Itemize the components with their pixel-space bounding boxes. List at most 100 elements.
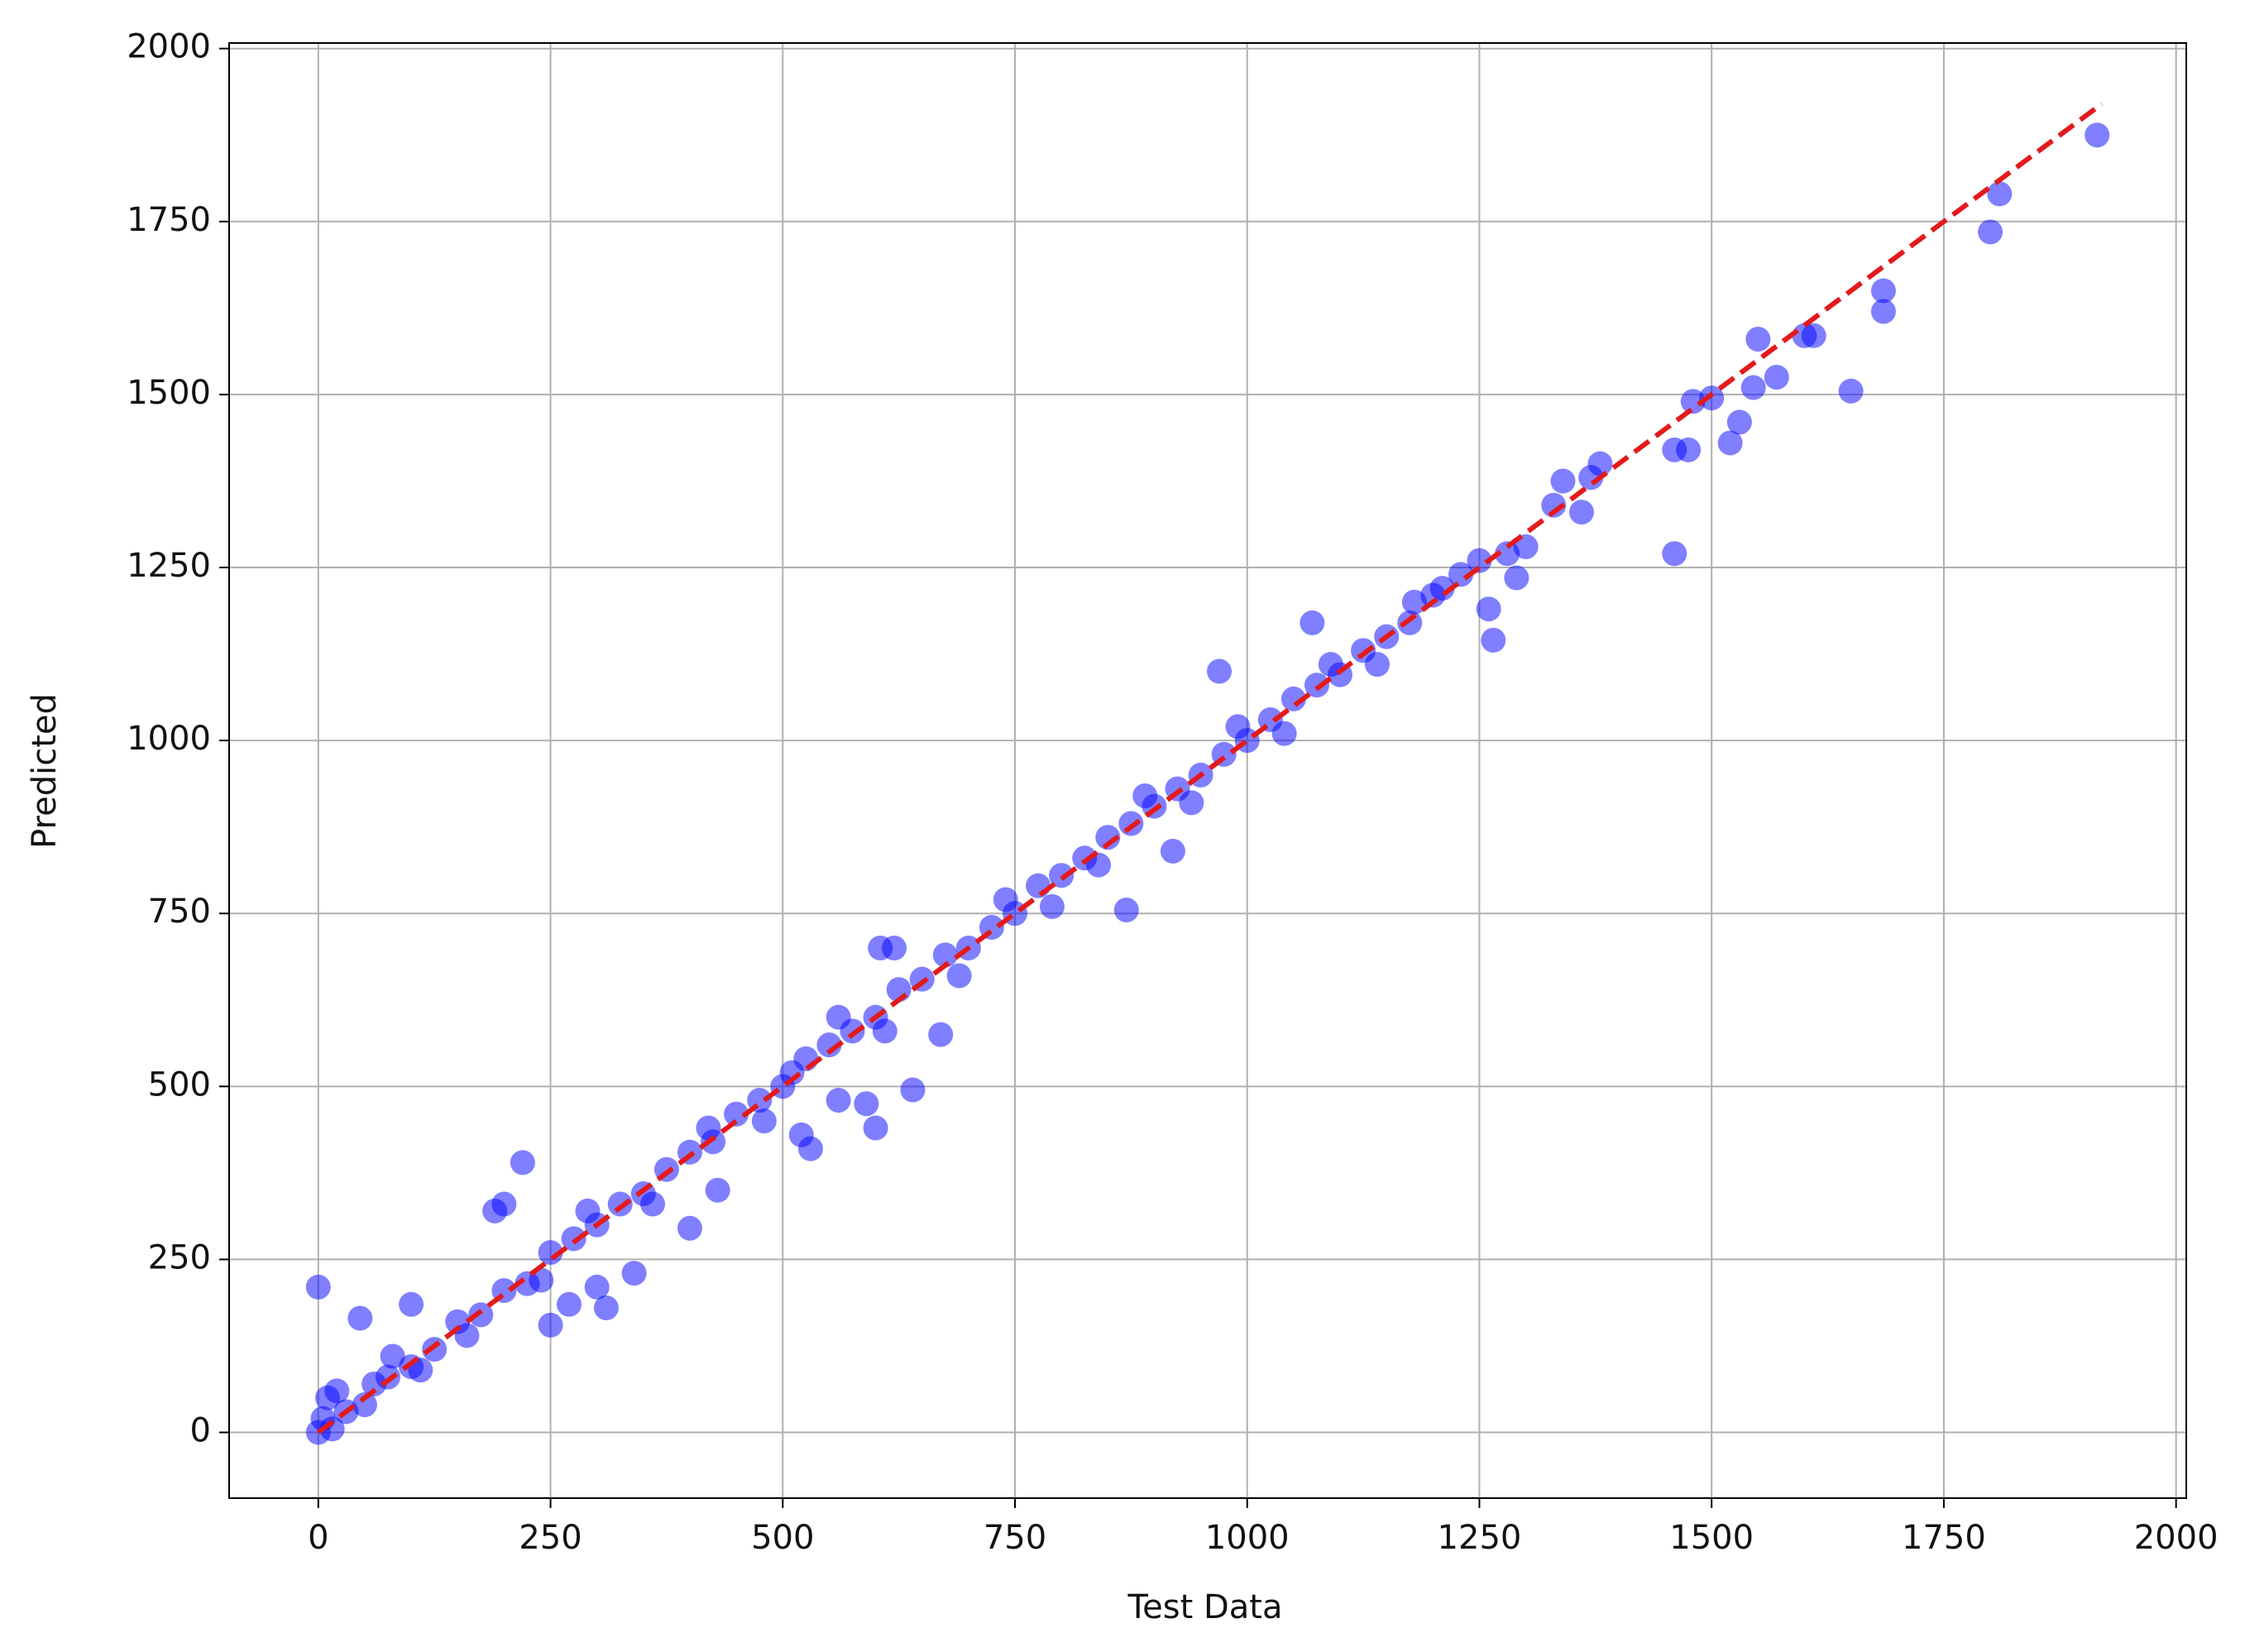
point bbox=[1049, 863, 1075, 888]
point bbox=[1095, 825, 1121, 850]
point bbox=[1541, 492, 1567, 518]
point bbox=[826, 1088, 851, 1113]
point bbox=[538, 1312, 563, 1338]
y-tick-label: 1750 bbox=[127, 201, 211, 239]
point bbox=[422, 1337, 448, 1362]
x-tick-label: 0 bbox=[308, 1519, 328, 1557]
y-tick-label: 250 bbox=[148, 1238, 211, 1276]
x-axis-label: Test Data bbox=[1127, 1588, 1283, 1626]
point bbox=[932, 942, 958, 968]
point bbox=[347, 1305, 373, 1331]
point bbox=[1429, 576, 1455, 601]
y-tick-label: 500 bbox=[148, 1065, 211, 1104]
point bbox=[1300, 610, 1325, 635]
point bbox=[1801, 323, 1826, 348]
x-tick-label: 2000 bbox=[2134, 1519, 2219, 1557]
point bbox=[1364, 652, 1390, 678]
point bbox=[621, 1261, 647, 1286]
point bbox=[352, 1392, 377, 1418]
point bbox=[1717, 430, 1743, 456]
point bbox=[1179, 790, 1204, 816]
point bbox=[1132, 783, 1158, 809]
y-tick-label: 750 bbox=[148, 893, 211, 931]
point bbox=[1225, 714, 1251, 740]
point bbox=[1207, 658, 1233, 684]
point bbox=[561, 1226, 586, 1252]
point bbox=[510, 1150, 535, 1176]
point bbox=[993, 887, 1018, 912]
point bbox=[751, 1109, 777, 1134]
point bbox=[1160, 838, 1185, 864]
point bbox=[380, 1343, 405, 1369]
point bbox=[1271, 721, 1297, 746]
point bbox=[705, 1177, 730, 1203]
point bbox=[1870, 299, 1896, 324]
point bbox=[575, 1198, 601, 1223]
point bbox=[1764, 364, 1789, 390]
point bbox=[1495, 541, 1520, 567]
point bbox=[1039, 893, 1065, 919]
point bbox=[900, 1077, 926, 1103]
x-tick-label: 250 bbox=[519, 1519, 582, 1557]
point bbox=[928, 1022, 954, 1047]
y-tick-label: 2000 bbox=[127, 28, 211, 66]
point bbox=[1448, 562, 1473, 587]
point bbox=[1978, 219, 2003, 245]
point bbox=[854, 1091, 879, 1117]
point bbox=[1838, 378, 1864, 404]
point bbox=[826, 1004, 851, 1030]
point bbox=[1740, 375, 1766, 400]
point bbox=[640, 1191, 666, 1217]
point bbox=[1662, 541, 1687, 567]
point bbox=[593, 1295, 619, 1320]
point bbox=[1987, 181, 2013, 207]
point bbox=[1304, 673, 1329, 698]
point bbox=[872, 1018, 898, 1044]
y-tick-label: 0 bbox=[190, 1412, 211, 1450]
y-tick-label: 1500 bbox=[127, 374, 211, 412]
point bbox=[1476, 596, 1501, 622]
point bbox=[1745, 326, 1771, 352]
point bbox=[1481, 627, 1506, 653]
x-tick-label: 750 bbox=[984, 1519, 1046, 1557]
point bbox=[1587, 451, 1613, 476]
point bbox=[2085, 122, 2110, 148]
point bbox=[491, 1191, 517, 1217]
point bbox=[816, 1032, 842, 1058]
plot-frame bbox=[228, 42, 2187, 1499]
point bbox=[607, 1191, 633, 1217]
point bbox=[797, 1136, 823, 1161]
point bbox=[1870, 278, 1896, 304]
point bbox=[324, 1378, 350, 1404]
x-tick-label: 1250 bbox=[1438, 1519, 1522, 1557]
point bbox=[584, 1274, 610, 1300]
point bbox=[1280, 686, 1306, 711]
y-tick-label: 1000 bbox=[127, 720, 211, 758]
x-tick-label: 1750 bbox=[1902, 1519, 1986, 1557]
y-tick-label: 1250 bbox=[127, 547, 211, 585]
point bbox=[882, 936, 907, 961]
point bbox=[399, 1291, 424, 1317]
point bbox=[677, 1215, 702, 1241]
point bbox=[1467, 548, 1492, 573]
point bbox=[556, 1291, 582, 1317]
point bbox=[779, 1060, 805, 1085]
point bbox=[468, 1302, 494, 1328]
point bbox=[863, 1115, 888, 1141]
point bbox=[1504, 565, 1529, 591]
point bbox=[1113, 898, 1139, 923]
point bbox=[1726, 409, 1752, 435]
point bbox=[1550, 468, 1576, 494]
point bbox=[319, 1416, 345, 1442]
point bbox=[305, 1274, 331, 1300]
x-tick-label: 500 bbox=[751, 1519, 814, 1557]
point bbox=[696, 1115, 721, 1141]
x-tick-label: 1500 bbox=[1669, 1519, 1754, 1557]
point bbox=[1680, 389, 1706, 414]
point bbox=[1699, 385, 1725, 411]
y-axis-label: Predicted bbox=[26, 693, 64, 849]
point bbox=[946, 963, 972, 989]
x-tick-label: 1000 bbox=[1205, 1519, 1290, 1557]
